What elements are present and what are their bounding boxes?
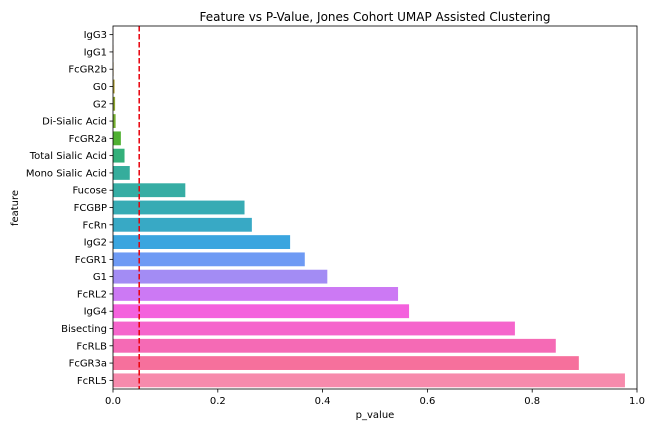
y-tick-label: FcRLB <box>76 341 107 352</box>
y-axis-label: feature <box>10 190 21 226</box>
y-tick-label: Bisecting <box>61 324 107 335</box>
y-tick-label: G0 <box>93 82 107 93</box>
x-tick-label: 0.0 <box>105 396 121 407</box>
y-tick-label: G2 <box>93 99 107 110</box>
bar-g1 <box>113 269 328 284</box>
bar-total-sialic-acid <box>113 148 125 163</box>
y-ticks-group: IgG3 IgG1 FcGR2b G0 G2 Di-Sialic Acid FcGR2a To… <box>26 30 113 387</box>
y-tick-label: FcRn <box>82 220 107 231</box>
x-tick-label: 0.8 <box>524 396 540 407</box>
x-ticks-group: 0.0 0.2 0.4 0.6 0.8 1.0 <box>105 389 645 407</box>
bar-g0 <box>113 79 115 94</box>
bars-group <box>113 27 625 388</box>
bar-fcgbp <box>113 200 245 215</box>
y-tick-label: IgG1 <box>84 47 107 58</box>
bar-igg4 <box>113 304 410 319</box>
bar-mono-sialic-acid <box>113 166 130 180</box>
y-tick-label: FcRL2 <box>77 289 107 300</box>
bar-fcgr1 <box>113 252 305 267</box>
chart-title: Feature vs P-Value, Jones Cohort UMAP As… <box>200 10 551 24</box>
plot-frame <box>112 25 638 390</box>
y-tick-label: FcGR1 <box>75 255 107 266</box>
y-tick-label: IgG4 <box>84 307 107 318</box>
bar-bisecting <box>113 321 515 336</box>
bar-g2 <box>113 96 116 111</box>
y-tick-label: Total Sialic Acid <box>29 151 107 162</box>
x-tick-label: 0.6 <box>419 396 435 407</box>
y-tick-label: FCGBP <box>74 203 107 214</box>
y-tick-label: Di-Sialic Acid <box>42 117 107 128</box>
bar-fcrl2 <box>113 287 399 301</box>
y-tick-label: G1 <box>93 272 107 283</box>
y-tick-label: FcGR2a <box>69 134 107 145</box>
bar-fcrn <box>113 217 252 232</box>
bar-fucose <box>113 183 186 198</box>
bar-fcgr2a <box>113 131 121 146</box>
bar-fcrl5 <box>113 373 625 388</box>
x-axis-label: p_value <box>356 410 395 421</box>
y-tick-label: FcGR3a <box>69 359 107 370</box>
y-tick-label: IgG3 <box>84 30 107 41</box>
bar-fcgr3a <box>113 356 579 370</box>
y-tick-label: IgG2 <box>84 238 107 249</box>
bar-fcrlb <box>113 338 556 353</box>
x-tick-label: 0.2 <box>210 396 226 407</box>
bar-di-sialic-acid <box>113 114 116 128</box>
bar-igg2 <box>113 235 291 249</box>
y-tick-label: Mono Sialic Acid <box>26 168 107 179</box>
y-tick-label: FcRL5 <box>77 376 107 387</box>
y-tick-label: Fucose <box>72 186 107 197</box>
y-tick-label: FcGR2b <box>68 65 107 76</box>
x-tick-label: 1.0 <box>629 396 645 407</box>
x-tick-label: 0.4 <box>315 396 331 407</box>
